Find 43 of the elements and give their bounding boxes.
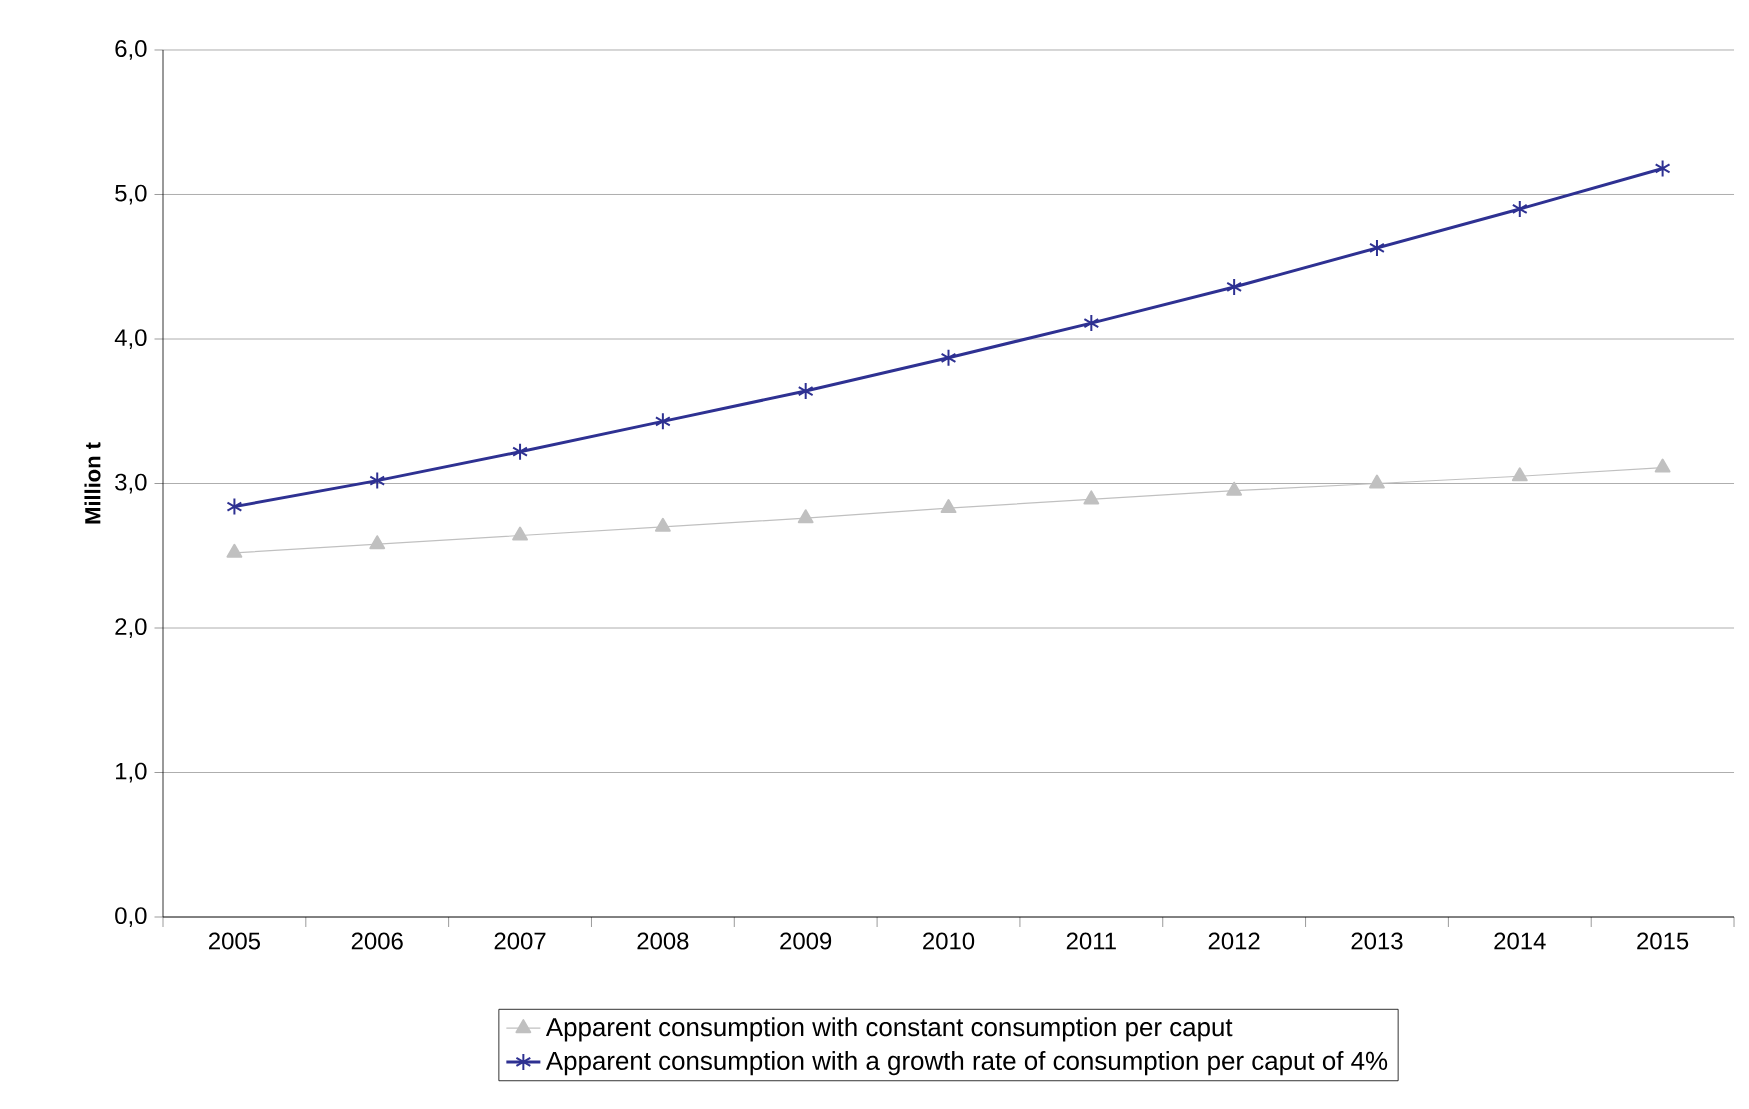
point xyxy=(1511,199,1528,218)
point xyxy=(654,517,671,532)
x-tick-label: 2010 xyxy=(923,932,975,950)
y-tick-label: 6,0 xyxy=(115,40,147,60)
point xyxy=(654,412,671,431)
point xyxy=(369,471,386,490)
point xyxy=(1083,314,1100,333)
point xyxy=(1654,458,1671,473)
y-tick-label: 5,0 xyxy=(115,184,147,205)
x-tick-label: 2007 xyxy=(494,932,546,950)
point xyxy=(1511,467,1528,482)
legend-label: Apparent consumption with constant consumption per caput xyxy=(545,1017,1233,1042)
point xyxy=(1226,481,1243,496)
x-tick-label: 2013 xyxy=(1351,932,1403,950)
y-tick-label: 0,0 xyxy=(115,907,147,927)
y-tick-label: 3,0 xyxy=(115,473,147,494)
point xyxy=(226,543,243,558)
y-axis-title: Million t xyxy=(84,442,101,524)
point xyxy=(797,382,814,401)
x-tick-label: 2015 xyxy=(1637,932,1689,950)
x-tick-label: 2008 xyxy=(637,932,689,950)
x-tick-label: 2012 xyxy=(1208,932,1260,950)
point xyxy=(1369,474,1385,489)
x-tick-label: 2011 xyxy=(1066,932,1116,950)
legend-label: Apparent consumption with a growth rate of consumption per caput of 4% xyxy=(545,1050,1388,1076)
x-tick-label: 2014 xyxy=(1494,932,1546,950)
x-tick-label: 2009 xyxy=(780,932,832,950)
y-tick-label: 4,0 xyxy=(114,329,147,349)
point xyxy=(1083,490,1100,505)
point xyxy=(369,535,386,550)
point xyxy=(512,526,528,541)
x-tick-label: 2005 xyxy=(209,932,260,950)
point xyxy=(226,497,243,516)
point xyxy=(797,509,814,524)
y-tick-label: 1,0 xyxy=(116,762,147,783)
point xyxy=(1226,277,1243,296)
y-tick-label: 2,0 xyxy=(115,618,147,638)
point xyxy=(1654,159,1671,178)
point xyxy=(1369,238,1385,257)
point xyxy=(940,348,957,367)
point xyxy=(512,442,528,461)
point xyxy=(940,499,957,514)
x-tick-label: 2006 xyxy=(351,932,403,950)
